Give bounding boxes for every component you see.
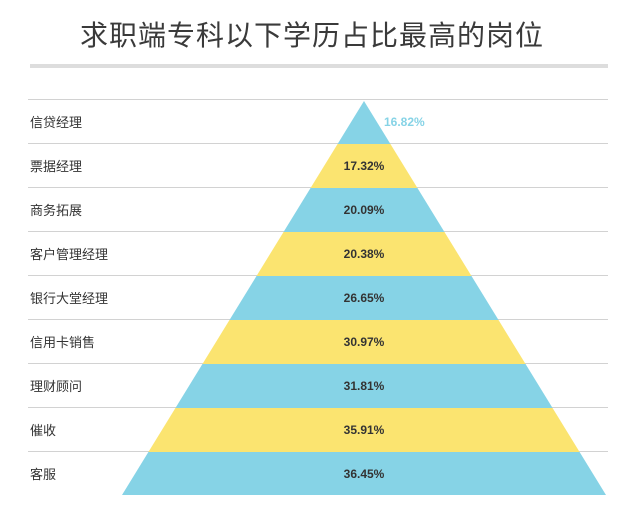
value-label: 35.91% bbox=[344, 423, 385, 437]
category-label: 票据经理 bbox=[30, 160, 83, 175]
pyramid-band bbox=[202, 320, 526, 364]
pyramid-band bbox=[310, 144, 418, 188]
value-labels: 16.82% 17.32% 20.09% 20.38% 26.65% 30.97% 31.8… bbox=[344, 115, 425, 481]
value-label: 17.32% bbox=[344, 159, 385, 173]
category-label: 银行大堂经理 bbox=[30, 292, 109, 307]
pyramid-bands bbox=[122, 101, 606, 495]
category-label: 催收 bbox=[30, 424, 57, 439]
value-label: 26.65% bbox=[344, 291, 385, 305]
value-label: 20.38% bbox=[344, 247, 385, 261]
category-label: 信贷经理 bbox=[30, 116, 83, 131]
pyramid-band bbox=[229, 276, 499, 320]
pyramid-band bbox=[283, 188, 445, 232]
pyramid-band bbox=[175, 364, 553, 408]
value-label: 16.82% bbox=[384, 115, 425, 129]
category-label: 客服 bbox=[30, 468, 57, 483]
category-row: 信贷经理 bbox=[28, 99, 608, 143]
chart-title: 求职端专科以下学历占比最高的岗位 bbox=[79, 19, 544, 52]
category-label: 理财顾问 bbox=[30, 380, 83, 395]
value-label: 30.97% bbox=[344, 335, 385, 349]
category-label: 客户管理经理 bbox=[30, 248, 109, 263]
value-label: 36.45% bbox=[344, 467, 385, 481]
pyramid-band bbox=[256, 232, 472, 276]
category-label: 商务拓展 bbox=[30, 204, 83, 219]
value-label: 31.81% bbox=[344, 379, 385, 393]
category-label: 信用卡销售 bbox=[30, 336, 96, 351]
pyramid-band bbox=[148, 408, 580, 452]
category-row: 票据经理 bbox=[28, 143, 608, 187]
pyramid-band bbox=[122, 452, 606, 495]
title-divider bbox=[30, 64, 608, 68]
pyramid-band bbox=[337, 101, 391, 144]
value-label: 20.09% bbox=[344, 203, 385, 217]
